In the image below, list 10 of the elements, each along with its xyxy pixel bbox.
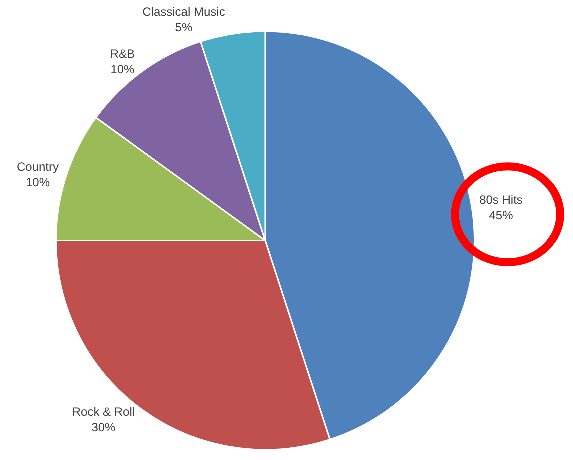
data-label: 5% (175, 20, 193, 34)
slice-label: Country (16, 160, 60, 174)
slice-label: Classical Music (142, 4, 226, 19)
data-label: 10% (26, 175, 50, 190)
slice-label: R&B (110, 46, 136, 61)
data-label: 10% (110, 62, 136, 77)
slice-label: Rock & Roll (72, 404, 136, 419)
data-label: 30% (92, 420, 116, 435)
data-label: 45% (489, 208, 514, 222)
slice-label: 80s Hits (480, 192, 523, 207)
